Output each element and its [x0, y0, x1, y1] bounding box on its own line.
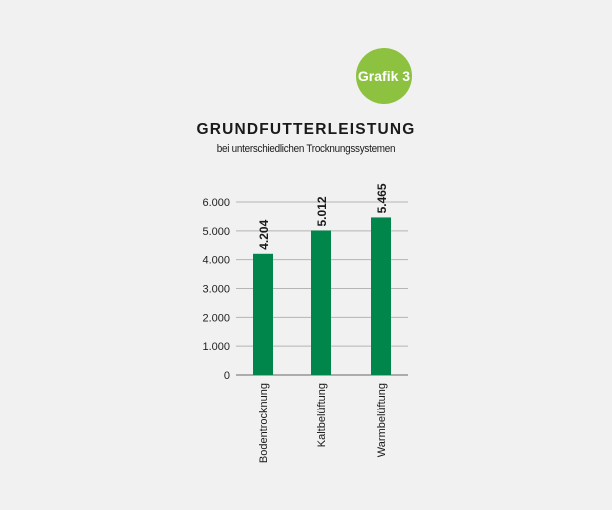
y-tick-label: 4.000: [202, 255, 230, 267]
chart-title: GRUNDFUTTERLEISTUNG: [196, 121, 416, 138]
y-tick-label: 0: [224, 370, 230, 382]
data-label: 5.012: [315, 196, 329, 226]
data-label: 5.465: [375, 183, 389, 213]
x-tick-label: Bodentrocknung: [258, 383, 270, 463]
badge-label: Grafik 3: [357, 68, 411, 84]
y-tick-label: 6.000: [202, 197, 230, 209]
y-tick-label: 1.000: [202, 341, 230, 353]
bar: [371, 217, 391, 375]
bar: [253, 253, 273, 375]
data-label: 4.204: [257, 219, 271, 249]
bar: [311, 230, 331, 375]
grafik-badge: Grafik 3: [356, 48, 412, 104]
x-tick-label: Kaltbelüftung: [316, 383, 328, 447]
y-tick-label: 3.000: [202, 284, 230, 296]
y-tick-label: 5.000: [202, 226, 230, 238]
y-tick-label: 2.000: [202, 312, 230, 324]
chart-subtitle: bei unterschiedlichen Trocknungssystemen: [216, 143, 396, 155]
x-tick-label: Warmbelüftung: [376, 383, 388, 457]
